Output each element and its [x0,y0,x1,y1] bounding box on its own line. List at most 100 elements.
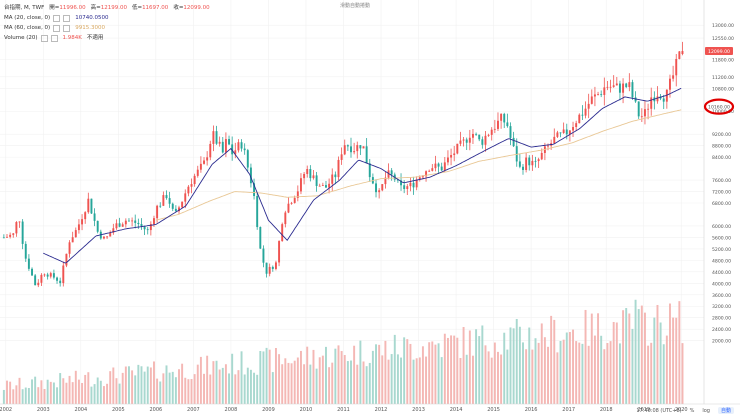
time-axis[interactable]: 2002 2003 2004 2005 2006 2007 2008 2009 2010 2011… [0,407,688,413]
candle-body [403,185,406,190]
candle-body [256,196,259,228]
volume-bar [224,364,227,404]
candle-body [77,224,80,231]
candle-body [387,170,390,178]
candle-body [581,114,584,116]
candle-body [434,163,437,169]
volume-bar [556,352,559,404]
volume-bar [102,386,105,404]
candle-body [315,175,318,186]
volume-bar [396,354,399,404]
volume-bar [603,349,606,404]
candle-body [465,139,468,143]
candle-body [331,174,334,184]
candle-body [159,205,162,207]
candle-body [224,139,227,153]
candle-body [381,184,384,191]
volume-bar [606,343,609,404]
candle-body [309,169,312,179]
auto-toggle[interactable]: 自動 [717,407,734,414]
volume-bar [490,357,493,404]
legend-ma20-row[interactable]: MA (20, close, 0) 10740.0500 [4,13,210,23]
price-axis[interactable]: 13000.00 12550.00 11800.00 11200.00 10800.00… [712,23,734,344]
log-toggle[interactable]: log [702,407,710,414]
price-tick-label: 2800.00 [712,316,731,322]
legend-volume-row[interactable]: Volume (20) 1.984K 不適用 [4,33,210,43]
volume-settings-icon[interactable] [40,34,48,42]
candle-body [590,96,593,104]
volume-bar [506,349,509,404]
volume-bar [56,387,59,404]
volume-bar [106,383,109,404]
candle-body [165,195,168,199]
candle-body [84,212,87,220]
candle-body [284,212,287,225]
percent-toggle[interactable]: % [689,407,695,414]
candle-body [540,152,543,160]
volume-bar [21,389,24,404]
volume-bar [131,370,134,404]
plot-area [0,0,704,404]
volume-bar [77,379,80,404]
close-value: 12099.00 [183,5,210,11]
candle-body [462,139,465,141]
volume-bar [271,372,274,404]
ma20-hide-icon[interactable] [63,14,71,22]
volume-bar [681,343,684,404]
ma20-settings-icon[interactable] [53,14,61,22]
candle-body [515,146,518,162]
candle-body [253,183,256,197]
candle-body [503,113,506,123]
candle-body [178,207,180,212]
candle-body [249,167,252,184]
candle-body [572,127,575,131]
candle-body [547,145,549,147]
candle-body [65,253,68,266]
volume-bar [528,327,531,404]
price-tick-label: 8400.00 [712,155,731,161]
candle-body [522,166,524,170]
interval-label[interactable]: M [24,5,29,11]
symbol-label[interactable]: 台指期 [4,5,21,11]
candle-body [93,213,96,221]
volume-bar [459,358,462,404]
volume-bar [331,362,334,404]
volume-bar [231,353,234,404]
volume-bar [493,342,496,404]
volume-bar [221,367,224,404]
candle-body [299,178,302,192]
candle-body [662,98,665,102]
candle-body [431,168,434,171]
volume-bar [268,349,271,404]
ma60-settings-icon[interactable] [53,24,61,32]
volume-bar [353,345,356,404]
candle-body [559,132,562,134]
volume-bar [171,371,174,404]
ma60-hide-icon[interactable] [63,24,71,32]
volume-bar [609,341,612,404]
candle-body [274,262,277,269]
volume-bar [400,357,403,404]
candle-body [631,82,634,98]
volume-bar [540,323,543,404]
candle-body [518,161,521,167]
candle-body [265,262,268,274]
time-tick-label: 2002 [0,407,12,413]
time-tick-label: 2005 [112,407,125,413]
candle-body [353,151,356,153]
volume-hide-icon[interactable] [50,34,58,42]
candle-body [212,131,215,144]
volume-bar [547,346,549,404]
legend-ma60-row[interactable]: MA (60, close, 0) 9915.3000 [4,23,210,33]
price-tick-label: 5200.00 [712,247,731,253]
candle-body [406,186,409,190]
volume-bar [518,326,521,404]
volume-bar [190,379,193,404]
candle-body [618,83,621,93]
candle-body [143,226,146,230]
volume-bar [124,366,127,404]
candle-body [456,143,459,154]
time-tick-label: 2012 [375,407,388,413]
volume-bar [109,371,112,404]
